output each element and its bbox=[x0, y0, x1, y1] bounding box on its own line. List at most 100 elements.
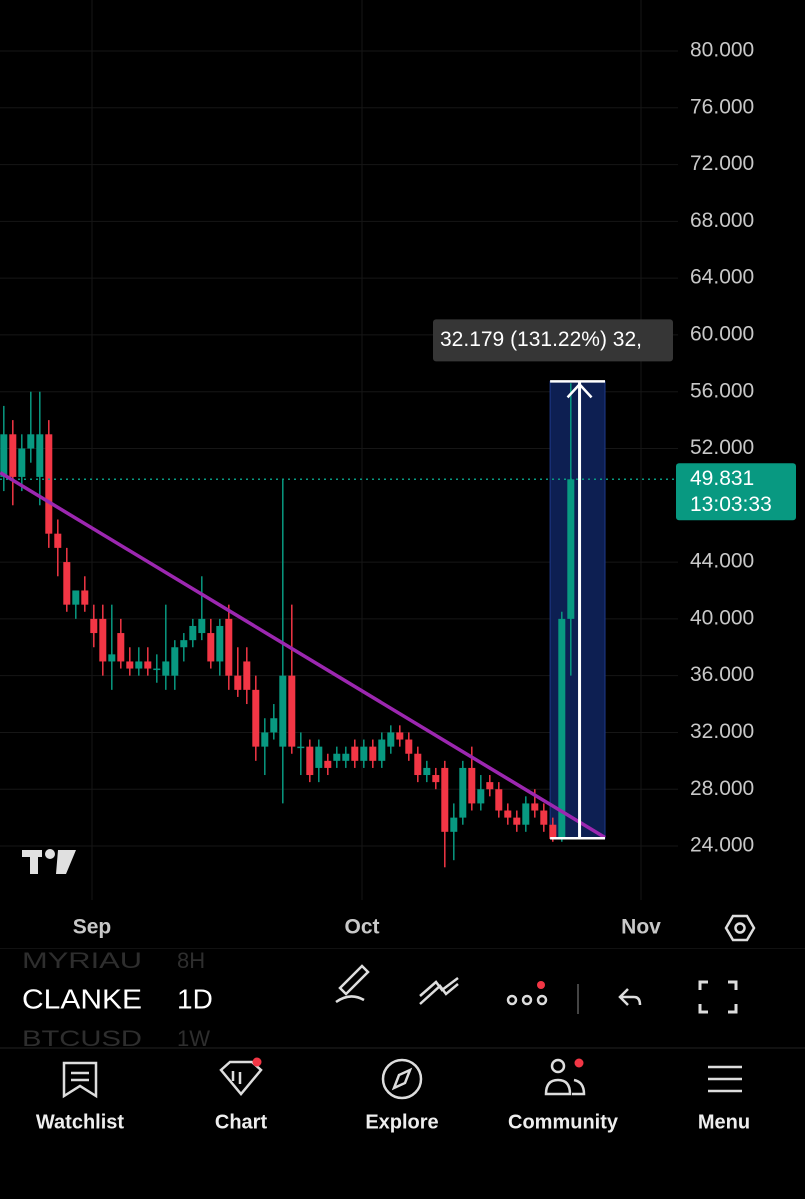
candle-body bbox=[18, 448, 26, 477]
nav-label[interactable]: Menu bbox=[698, 1111, 750, 1133]
candle-body bbox=[36, 434, 44, 477]
candle-body bbox=[288, 675, 296, 747]
interval[interactable]: 1D bbox=[177, 983, 213, 1014]
measure-label: 32.179 (131.22%) 32, bbox=[440, 328, 642, 351]
candle-body bbox=[171, 647, 179, 676]
candle-body bbox=[207, 633, 215, 662]
tv-logo bbox=[22, 849, 76, 874]
candle-body bbox=[243, 661, 251, 690]
candle-body bbox=[216, 625, 224, 662]
candle-body bbox=[351, 746, 359, 761]
nav-label[interactable]: Watchlist bbox=[36, 1111, 124, 1133]
candle-body bbox=[27, 434, 35, 449]
candle-body bbox=[495, 789, 503, 811]
x-tick-label: Nov bbox=[621, 916, 661, 939]
y-tick-label: 24.000 bbox=[690, 834, 754, 857]
indicators-icon[interactable] bbox=[419, 977, 459, 1005]
candle-body bbox=[324, 760, 332, 768]
y-tick-label: 32.000 bbox=[690, 720, 754, 743]
candle-body bbox=[558, 618, 566, 839]
symbol[interactable]: CLANKE bbox=[22, 983, 142, 1014]
interval: 8H bbox=[177, 948, 205, 973]
candle-body bbox=[396, 732, 404, 740]
candle-body bbox=[342, 753, 350, 761]
community-badge bbox=[574, 1058, 584, 1068]
y-tick-label: 64.000 bbox=[690, 266, 754, 289]
candle-body bbox=[369, 746, 377, 761]
candle-body bbox=[522, 803, 530, 825]
undo-icon[interactable] bbox=[618, 988, 642, 1006]
candle-body bbox=[54, 533, 62, 548]
candle-body bbox=[180, 640, 188, 648]
candle-body bbox=[360, 746, 368, 761]
candle-body bbox=[63, 562, 71, 605]
candle-body bbox=[333, 753, 341, 761]
candle-body bbox=[225, 618, 233, 676]
candle-body bbox=[99, 618, 107, 662]
candle-body bbox=[423, 767, 431, 776]
candle-body bbox=[297, 746, 305, 749]
candle-body bbox=[567, 479, 575, 619]
nav-label[interactable]: Chart bbox=[215, 1111, 268, 1133]
x-tick-label: Sep bbox=[73, 916, 112, 939]
y-tick-label: 36.000 bbox=[690, 663, 754, 686]
arrow-head bbox=[566, 382, 593, 399]
candle-body bbox=[414, 753, 422, 776]
y-tick-label: 68.000 bbox=[690, 209, 754, 232]
draw-icon[interactable] bbox=[335, 964, 370, 1004]
nav-label[interactable]: Community bbox=[508, 1111, 619, 1133]
candle-body bbox=[513, 817, 521, 825]
price-tag-countdown: 13:03:33 bbox=[690, 493, 772, 516]
fullscreen-icon[interactable] bbox=[698, 980, 738, 1014]
candle-body bbox=[261, 732, 269, 747]
chart-badge bbox=[252, 1057, 262, 1067]
candle-body bbox=[45, 434, 53, 534]
explore-icon[interactable] bbox=[381, 1058, 423, 1100]
candle-body bbox=[153, 668, 161, 671]
candle-body bbox=[441, 767, 449, 832]
interval: 1W bbox=[177, 1026, 210, 1051]
candle-body bbox=[468, 767, 476, 804]
menu-icon[interactable] bbox=[708, 1065, 742, 1093]
watchlist-icon[interactable] bbox=[62, 1061, 98, 1099]
candle-body bbox=[144, 661, 152, 669]
candle-body bbox=[72, 590, 80, 605]
candle-body bbox=[531, 803, 539, 811]
y-tick-label: 44.000 bbox=[690, 550, 754, 573]
chart: 24.000 28.000 32.000 36.000 40.000 44.000 52.0… bbox=[0, 0, 796, 942]
candle-body bbox=[477, 789, 485, 804]
trendline bbox=[0, 471, 606, 839]
candle-body bbox=[81, 590, 89, 605]
candle-body bbox=[117, 633, 125, 662]
price-tag-value: 49.831 bbox=[690, 467, 754, 490]
candle-body bbox=[432, 775, 440, 783]
community-icon[interactable] bbox=[544, 1058, 586, 1096]
y-tick-label: 80.000 bbox=[690, 39, 754, 62]
candle-body bbox=[450, 817, 458, 832]
y-tick-label: 60.000 bbox=[690, 322, 754, 345]
candle-body bbox=[162, 661, 170, 676]
candle-body bbox=[90, 618, 98, 634]
more-icon[interactable] bbox=[506, 981, 548, 1006]
measure-label-bg bbox=[433, 319, 673, 362]
candle-body bbox=[270, 718, 278, 733]
candle-body bbox=[405, 739, 413, 754]
candle-body bbox=[189, 625, 197, 641]
y-tick-label: 52.000 bbox=[690, 436, 754, 459]
y-tick-label: 28.000 bbox=[690, 777, 754, 800]
y-tick-label: 56.000 bbox=[690, 379, 754, 402]
symbol: MYRIAU bbox=[22, 948, 142, 973]
symbol: BTCUSD bbox=[22, 1026, 142, 1051]
y-tick-label: 84.000 bbox=[690, 0, 754, 5]
settings-icon[interactable] bbox=[724, 914, 756, 942]
candle-body bbox=[126, 661, 134, 669]
candle-body bbox=[198, 618, 206, 634]
candle-body bbox=[234, 675, 242, 690]
candle-body bbox=[549, 824, 557, 839]
bottom-area: MYRIAU CLANKE BTCUSD 8H 1D 1W Watchlist Chart Ex… bbox=[0, 948, 805, 1133]
explore-needle bbox=[391, 1067, 413, 1091]
nav-label[interactable]: Explore bbox=[365, 1111, 438, 1133]
chart-icon[interactable] bbox=[219, 1060, 263, 1096]
candle-body bbox=[378, 739, 386, 761]
candle-body bbox=[306, 746, 314, 776]
